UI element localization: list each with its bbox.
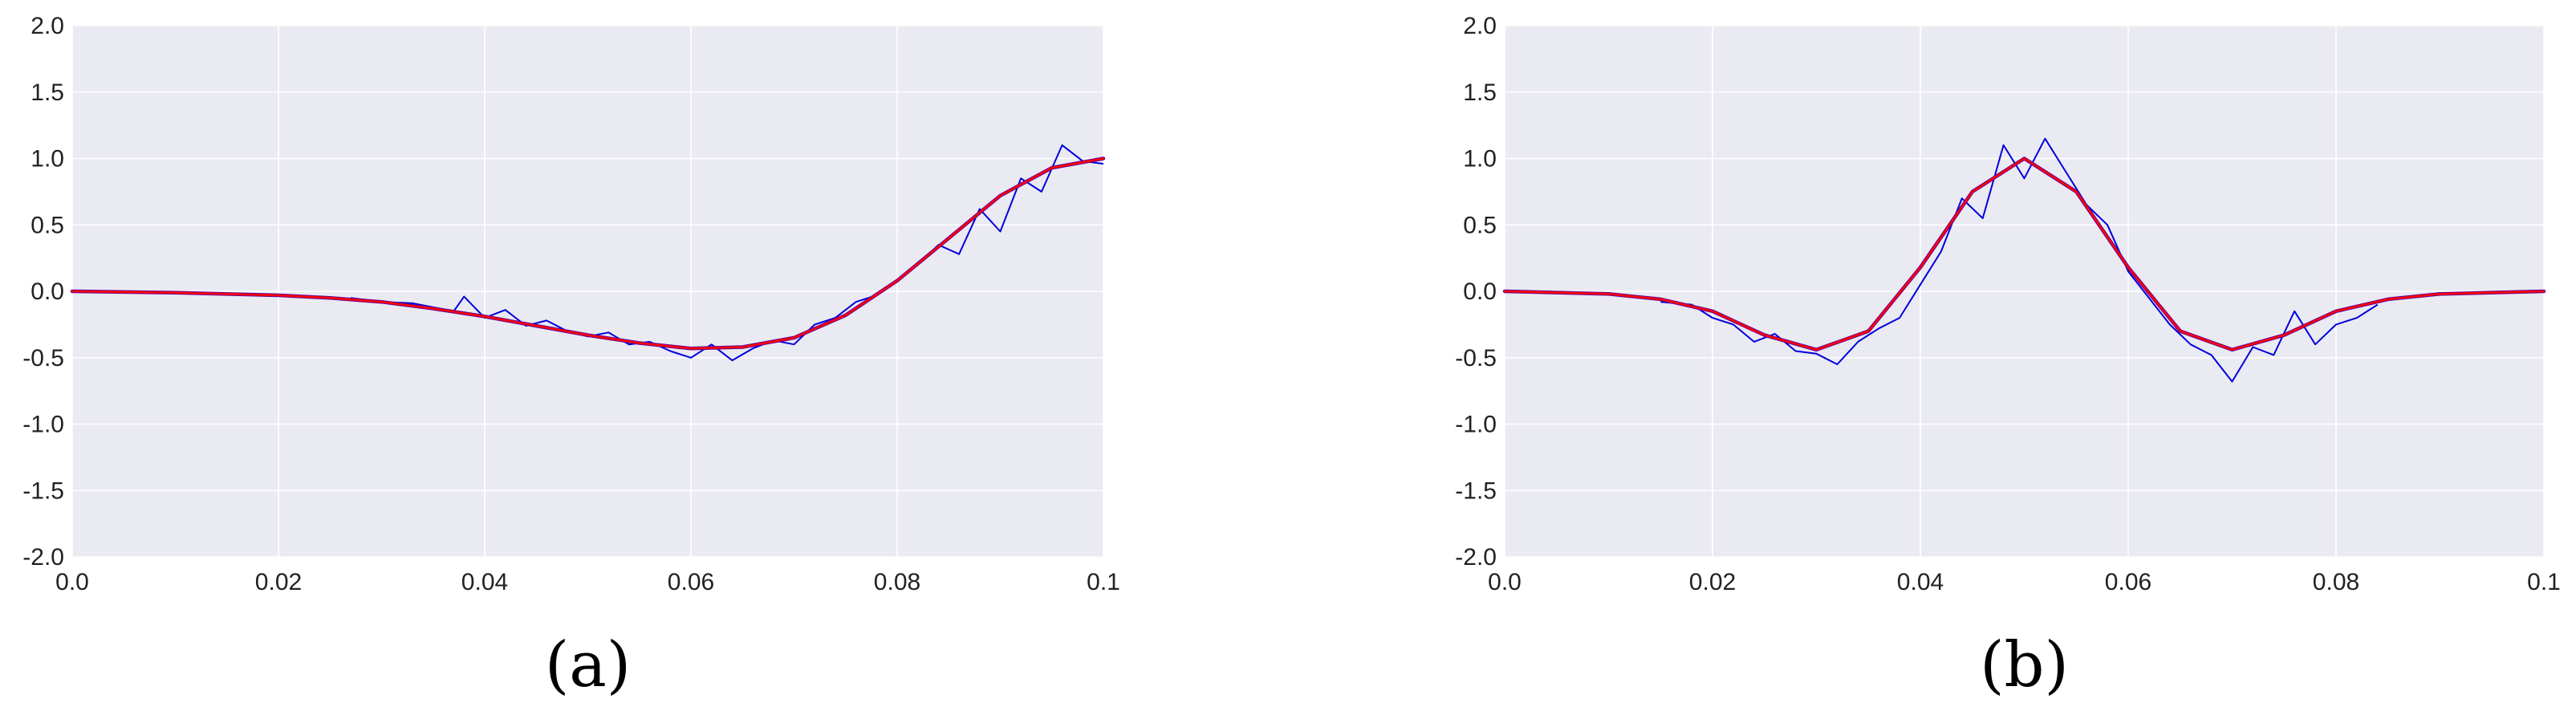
y-tick-label: -1.0 <box>22 412 64 438</box>
y-tick-label: -2.0 <box>1455 544 1497 571</box>
y-tick-label: 2.0 <box>30 13 64 39</box>
x-tick-label: 0.1 <box>1087 569 1120 595</box>
y-tick-label: 1.0 <box>1463 146 1497 173</box>
x-tick-label: 0.06 <box>2105 569 2151 595</box>
y-tick-label: -1.5 <box>22 477 64 504</box>
x-tick-label: 0.0 <box>1488 569 1522 595</box>
y-tick-label: 0.5 <box>30 212 64 238</box>
smooth-series-line <box>71 157 1105 350</box>
smooth-series-line <box>1503 157 2546 351</box>
x-tick-label: 0.04 <box>461 569 508 595</box>
y-tick-label: 0.0 <box>1463 278 1497 305</box>
panel-label: (b) <box>1980 629 2069 701</box>
y-tick-label: 2.0 <box>1463 13 1497 39</box>
y-tick-label: -0.5 <box>1455 345 1497 372</box>
y-tick-label: -1.0 <box>1455 412 1497 438</box>
x-tick-label: 0.06 <box>668 569 714 595</box>
x-tick-label: 0.1 <box>2527 569 2561 595</box>
x-tick-label: 0.0 <box>55 569 89 595</box>
x-tick-label: 0.08 <box>2313 569 2359 595</box>
y-tick-label: 1.5 <box>1463 79 1497 106</box>
y-tick-label: 0.0 <box>30 278 64 305</box>
x-tick-label: 0.02 <box>255 569 302 595</box>
x-tick-label: 0.04 <box>1897 569 1944 595</box>
chart-panel-a: 2.01.51.00.50.0-0.5-1.0-1.5-2.00.0 0.02 0.… <box>22 13 1120 701</box>
panel-label: (a) <box>545 629 631 701</box>
y-tick-label: -2.0 <box>22 544 64 571</box>
y-tick-label: -0.5 <box>22 345 64 372</box>
x-tick-label: 0.08 <box>874 569 920 595</box>
y-tick-label: 1.0 <box>30 146 64 173</box>
x-tick-label: 0.02 <box>1689 569 1736 595</box>
y-tick-label: -1.5 <box>1455 477 1497 504</box>
noisy-series-line <box>1660 137 2379 383</box>
chart-panel-b: 2.01.51.00.50.0-0.5-1.0-1.5-2.00.0 0.02 0.… <box>1455 13 2561 701</box>
y-tick-label: 0.5 <box>1463 212 1497 238</box>
y-tick-label: 1.5 <box>30 79 64 106</box>
